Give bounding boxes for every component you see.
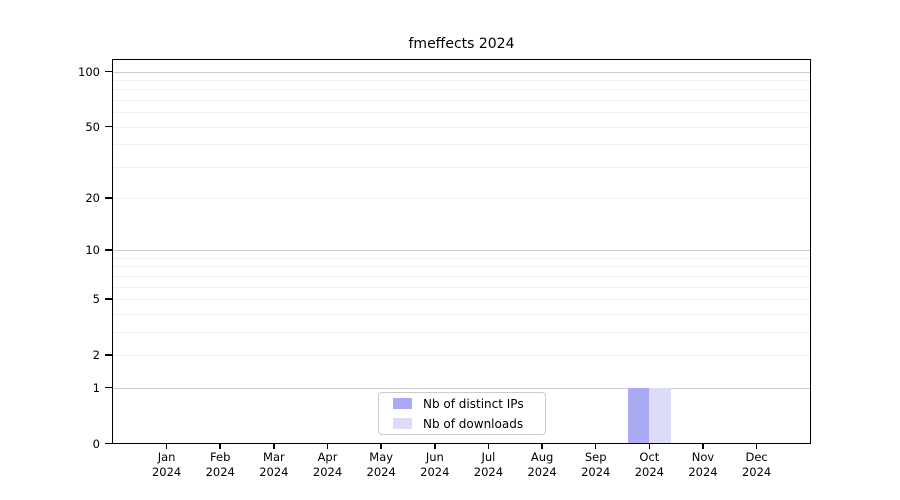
x-tick-label: Aug 2024 [515, 450, 569, 480]
gridline-minor [112, 266, 811, 268]
y-tick-mark [105, 197, 112, 199]
x-tick-mark [594, 443, 597, 449]
x-tick-month: Jul [481, 450, 496, 464]
x-tick-label: Feb 2024 [193, 450, 247, 480]
x-tick-year: 2024 [259, 465, 289, 479]
bar-downloads [649, 387, 671, 444]
gridline-minor [112, 275, 811, 277]
y-tick-mark [105, 386, 112, 389]
x-tick-mark [702, 443, 704, 449]
gridline-minor [112, 331, 811, 333]
gridline-minor [112, 79, 811, 81]
x-tick-mark [487, 443, 490, 449]
gridline-major [112, 71, 811, 73]
y-tick-label: 50 [85, 119, 100, 134]
x-tick-label: Jan 2024 [140, 450, 194, 480]
x-tick-label: Jun 2024 [408, 450, 462, 480]
x-tick-label: Sep 2024 [569, 450, 623, 480]
gridline-minor [112, 99, 811, 101]
y-tick-label: 20 [85, 191, 100, 206]
x-tick-year: 2024 [151, 465, 182, 479]
x-tick-mark [165, 443, 168, 449]
x-tick-mark [648, 443, 651, 449]
x-tick-mark [326, 443, 329, 449]
x-tick-year: 2024 [473, 465, 504, 479]
y-tick-mark [105, 442, 112, 445]
legend-swatch-downloads [393, 418, 412, 429]
x-tick-year: 2024 [581, 465, 611, 479]
y-tick-label: 0 [92, 436, 100, 451]
y-tick-mark [105, 125, 112, 128]
y-tick-label: 1 [92, 380, 100, 395]
gridline-minor [112, 126, 811, 128]
x-tick-mark [273, 443, 275, 449]
x-tick-month: Jan [157, 450, 176, 464]
x-tick-month: Nov [691, 450, 715, 464]
x-tick-month: Dec [745, 450, 768, 464]
legend-swatch-distinct-ips [393, 398, 412, 409]
bar-distinct-ips [627, 387, 650, 444]
x-tick-label: May 2024 [354, 450, 408, 480]
x-tick-label: Apr 2024 [301, 450, 355, 480]
legend-label-downloads: Nb of downloads [423, 416, 524, 431]
y-tick-mark [105, 249, 112, 251]
gridline-minor [112, 257, 811, 259]
x-tick-month: Sep [584, 450, 607, 464]
x-tick-year: 2024 [312, 465, 343, 479]
legend-item-downloads: Nb of downloads [393, 414, 545, 434]
x-tick-mark [755, 443, 758, 449]
legend-item-distinct-ips: Nb of distinct IPs [393, 394, 545, 414]
x-tick-year: 2024 [741, 465, 772, 479]
x-tick-label: Oct 2024 [622, 450, 676, 480]
gridline-minor [112, 198, 811, 200]
gridline-minor [112, 313, 811, 315]
x-tick-month: Jun [425, 450, 444, 464]
x-tick-month: Feb [210, 450, 231, 464]
x-tick-year: 2024 [205, 465, 235, 479]
legend: Nb of distinct IPs Nb of downloads [378, 392, 546, 435]
chart-title: fmeffects 2024 [408, 36, 515, 52]
gridline-minor [112, 166, 811, 168]
gridline-major [112, 387, 811, 389]
gridline-minor [112, 144, 811, 146]
gridline-minor [112, 286, 811, 288]
x-tick-month: Apr [317, 450, 338, 464]
x-tick-year: 2024 [366, 465, 396, 479]
gridline-minor [112, 299, 811, 301]
x-tick-label: Mar 2024 [247, 450, 301, 480]
x-tick-month: May [369, 450, 394, 464]
gridline-minor [112, 354, 811, 356]
x-tick-year: 2024 [420, 465, 450, 479]
x-tick-label: Jul 2024 [461, 450, 515, 480]
x-tick-year: 2024 [634, 465, 664, 479]
y-tick-label: 2 [92, 347, 100, 362]
x-tick-mark [541, 443, 543, 449]
x-tick-mark [219, 443, 221, 449]
y-tick-mark [105, 70, 112, 73]
gridline-minor [112, 89, 811, 91]
plot-area [112, 59, 811, 444]
x-tick-label: Nov 2024 [676, 450, 730, 480]
x-tick-month: Mar [263, 450, 285, 464]
x-tick-mark [380, 443, 382, 449]
legend-label-distinct-ips: Nb of distinct IPs [423, 396, 524, 411]
y-tick-label: 100 [78, 64, 100, 79]
y-tick-label: 5 [92, 292, 100, 307]
x-tick-year: 2024 [527, 465, 557, 479]
x-tick-month: Oct [639, 450, 660, 464]
gridline-minor [112, 112, 811, 114]
x-tick-year: 2024 [688, 465, 718, 479]
y-tick-mark [105, 354, 112, 356]
x-tick-mark [434, 443, 436, 449]
y-tick-mark [105, 298, 112, 300]
gridline-major [112, 250, 811, 252]
x-tick-label: Dec 2024 [730, 450, 784, 480]
x-tick-month: Aug [530, 450, 554, 464]
y-tick-label: 10 [85, 243, 100, 258]
